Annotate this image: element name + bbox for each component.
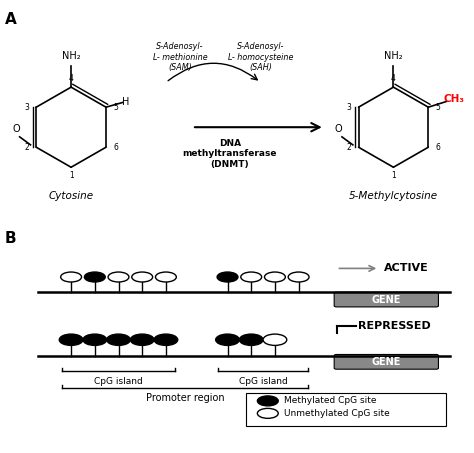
Text: CpG island: CpG island — [94, 377, 143, 386]
Text: CH₃: CH₃ — [444, 94, 465, 104]
Text: 2: 2 — [346, 143, 351, 152]
Text: A: A — [5, 12, 17, 27]
Circle shape — [155, 272, 176, 282]
Text: CpG island: CpG island — [239, 377, 287, 386]
Circle shape — [239, 334, 263, 345]
Text: Unmethylated CpG site: Unmethylated CpG site — [284, 409, 390, 418]
Text: O: O — [335, 124, 342, 134]
Circle shape — [107, 334, 130, 345]
Text: Promoter region: Promoter region — [146, 393, 224, 404]
FancyArrowPatch shape — [168, 63, 257, 81]
Text: S-Adenosyl-
L- homocysteine
(SAH): S-Adenosyl- L- homocysteine (SAH) — [228, 43, 293, 72]
Text: DNA
methyltransferase
(DNMT): DNA methyltransferase (DNMT) — [182, 139, 277, 169]
Text: REPRESSED: REPRESSED — [358, 321, 430, 331]
Circle shape — [257, 396, 278, 406]
Text: 2: 2 — [24, 143, 29, 152]
Circle shape — [257, 409, 278, 419]
Text: 1: 1 — [391, 171, 396, 180]
Text: 5: 5 — [113, 103, 118, 112]
Circle shape — [217, 272, 238, 282]
FancyBboxPatch shape — [246, 393, 446, 426]
Text: 1: 1 — [69, 171, 73, 180]
Text: 3: 3 — [346, 103, 352, 112]
FancyBboxPatch shape — [334, 354, 438, 369]
Text: 4: 4 — [391, 74, 396, 83]
Circle shape — [132, 272, 153, 282]
Text: GENE: GENE — [372, 357, 401, 367]
Circle shape — [288, 272, 309, 282]
Circle shape — [216, 334, 239, 345]
FancyBboxPatch shape — [334, 292, 438, 307]
Text: 6: 6 — [435, 143, 440, 152]
Circle shape — [130, 334, 154, 345]
Text: ACTIVE: ACTIVE — [384, 263, 428, 274]
Circle shape — [83, 334, 107, 345]
Text: O: O — [12, 124, 20, 134]
Text: GENE: GENE — [372, 294, 401, 304]
Text: B: B — [5, 231, 17, 246]
Text: 3: 3 — [24, 103, 29, 112]
Circle shape — [264, 272, 285, 282]
Circle shape — [59, 334, 83, 345]
Circle shape — [154, 334, 178, 345]
Circle shape — [241, 272, 262, 282]
Text: S-Adenosyl-
L- methionine
(SAM): S-Adenosyl- L- methionine (SAM) — [153, 43, 208, 72]
Circle shape — [61, 272, 82, 282]
Text: 4: 4 — [69, 74, 73, 83]
Text: NH₂: NH₂ — [384, 51, 403, 61]
Text: Cytosine: Cytosine — [48, 191, 94, 201]
Text: 5-Methylcytosine: 5-Methylcytosine — [349, 191, 438, 201]
Circle shape — [84, 272, 105, 282]
Text: NH₂: NH₂ — [62, 51, 81, 61]
Circle shape — [263, 334, 287, 345]
Text: 6: 6 — [113, 143, 118, 152]
Text: 5: 5 — [435, 103, 440, 112]
Text: H: H — [122, 97, 129, 107]
Circle shape — [108, 272, 129, 282]
Text: Methylated CpG site: Methylated CpG site — [284, 396, 377, 405]
